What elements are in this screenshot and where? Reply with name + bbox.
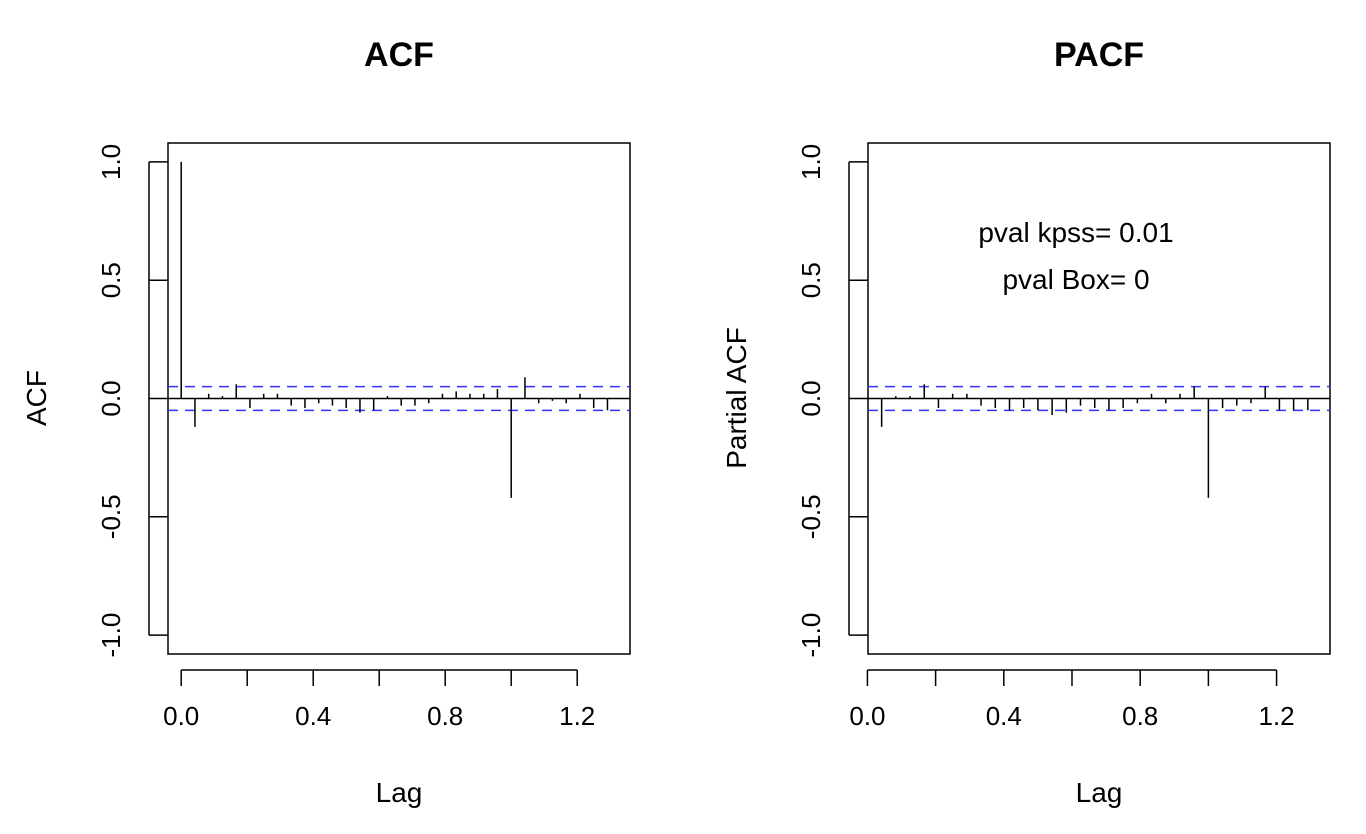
acf-x-label: Lag — [376, 777, 423, 808]
acf-bars — [180, 161, 609, 498]
acf-panel: ACF 0.0 0.4 0.8 1.2 -1.0 -0.5 0.0 0.5 1.0 Lag A… — [21, 36, 631, 808]
pacf-bars — [880, 384, 1309, 498]
acf-y-tick-label: -0.5 — [96, 494, 126, 539]
pacf-panel: PACF 0.0 0.4 0.8 1.2 -1.0 -0.5 0.0 0.5 1.0 pval… — [721, 36, 1331, 808]
acf-y-tick-label: 0.0 — [96, 380, 126, 416]
acf-x-tick-label: 1.2 — [559, 701, 595, 731]
pacf-x-ticks: 0.0 0.4 0.8 1.2 — [849, 669, 1295, 731]
pacf-x-tick-label: 0.4 — [986, 701, 1022, 731]
acf-x-ticks: 0.0 0.4 0.8 1.2 — [163, 669, 595, 731]
pacf-title: PACF — [1054, 36, 1144, 74]
pacf-y-tick-label: 0.0 — [796, 380, 826, 416]
acf-x-tick-label: 0.0 — [163, 701, 199, 731]
pacf-x-label: Lag — [1076, 777, 1123, 808]
acf-x-tick-label: 0.8 — [427, 701, 463, 731]
acf-x-tick-label: 0.4 — [295, 701, 331, 731]
pacf-y-tick-label: -1.0 — [796, 613, 826, 658]
pacf-y-ticks: -1.0 -0.5 0.0 0.5 1.0 — [796, 144, 868, 658]
pacf-y-tick-label: 0.5 — [796, 262, 826, 298]
pacf-x-tick-label: 1.2 — [1258, 701, 1294, 731]
pacf-annotation-box: pval Box= 0 — [1002, 264, 1149, 295]
acf-title: ACF — [364, 36, 434, 74]
acf-y-label: ACF — [21, 370, 52, 426]
pacf-y-tick-label: -0.5 — [796, 494, 826, 539]
pacf-annotation-kpss: pval kpss= 0.01 — [978, 217, 1173, 248]
acf-y-tick-label: 0.5 — [96, 262, 126, 298]
pacf-y-tick-label: 1.0 — [796, 144, 826, 180]
acf-y-tick-label: 1.0 — [96, 144, 126, 180]
pacf-x-tick-label: 0.0 — [849, 701, 885, 731]
pacf-y-label: Partial ACF — [721, 327, 752, 469]
pacf-x-tick-label: 0.8 — [1122, 701, 1158, 731]
acf-y-tick-label: -1.0 — [96, 613, 126, 658]
acf-y-ticks: -1.0 -0.5 0.0 0.5 1.0 — [96, 144, 168, 658]
